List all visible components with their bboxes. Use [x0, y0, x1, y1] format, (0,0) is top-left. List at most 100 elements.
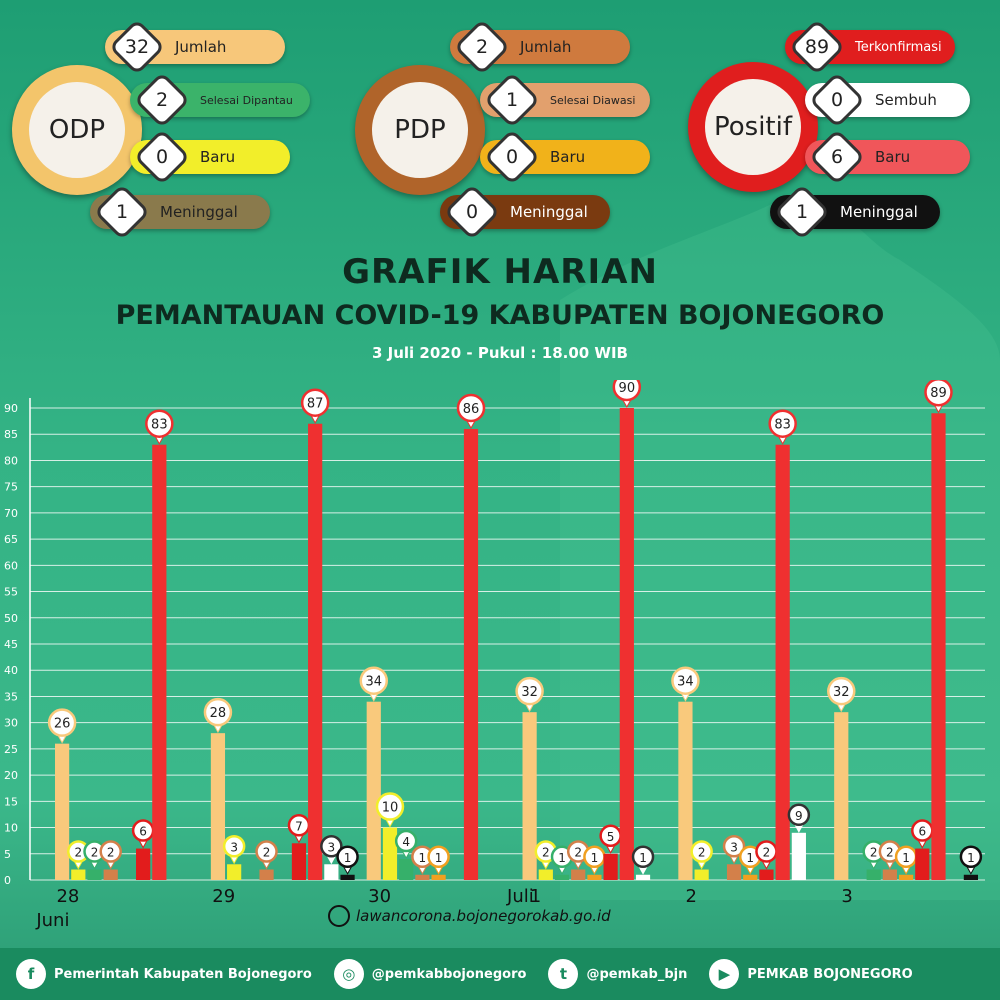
twitter-icon: t: [548, 959, 579, 989]
positif-baru-pill: 6 Baru: [805, 128, 970, 186]
data-label-bubble: [222, 835, 246, 858]
positif-baru-label: Baru: [875, 148, 911, 166]
data-label: 9: [795, 809, 803, 823]
bar: [308, 423, 323, 880]
data-label: 2: [763, 846, 771, 860]
data-label: 83: [774, 418, 791, 433]
y-tick-label: 85: [4, 428, 18, 441]
data-label: 26: [54, 717, 71, 732]
odp-jumlah-pill: 32 Jumlah: [105, 18, 285, 76]
bar: [103, 869, 118, 880]
pdp-jumlah-value: 2: [475, 36, 489, 58]
data-label-bubble: [300, 388, 330, 417]
x-tick-label: 30: [368, 886, 391, 907]
y-tick-label: 25: [4, 743, 18, 756]
footer-facebook[interactable]: f Pemerintah Kabupaten Bojonegoro: [16, 959, 312, 989]
data-label: 83: [151, 418, 168, 433]
bar: [678, 701, 693, 880]
odp-baru-value: 0: [155, 146, 169, 168]
x-month-label: Juni: [35, 910, 69, 931]
bar: [759, 869, 774, 880]
data-label: 5: [607, 830, 615, 844]
data-label-bubble: [336, 845, 359, 869]
facebook-icon: f: [16, 959, 46, 989]
footer-twitter-text: @pemkab_bjn: [586, 966, 688, 982]
positif-ring: Positif: [688, 62, 818, 192]
bar: [775, 444, 790, 880]
y-tick-label: 35: [4, 690, 18, 703]
positif-meninggal-value: 1: [795, 201, 809, 223]
bar: [210, 733, 226, 880]
footer-twitter[interactable]: t @pemkab_bjn: [548, 959, 687, 989]
y-tick-label: 75: [4, 481, 18, 494]
data-label: 87: [307, 397, 324, 412]
data-label: 2: [698, 846, 706, 860]
bar: [291, 843, 307, 880]
data-label-bubble: [99, 840, 122, 863]
positif-baru-value: 6: [830, 146, 844, 168]
positif-sembuh-value: 0: [830, 89, 844, 111]
footer-youtube[interactable]: ▶ PEMKAB BOJONEGORO: [709, 959, 913, 989]
pdp-ring: PDP: [355, 65, 485, 195]
bar: [87, 869, 102, 880]
data-label: 34: [365, 675, 382, 690]
data-label: 10: [382, 801, 399, 816]
odp-baru-label: Baru: [200, 148, 236, 166]
bar: [431, 874, 446, 880]
data-label-bubble: [203, 697, 233, 727]
y-tick-label: 80: [4, 454, 18, 467]
bar: [324, 864, 339, 880]
data-label-bubble: [515, 676, 544, 706]
y-tick-label: 90: [4, 402, 18, 415]
data-label: 90: [619, 381, 636, 396]
y-tick-label: 0: [4, 874, 11, 887]
data-label-bubble: [456, 393, 486, 423]
odp-selesai-pill: 2 Selesai Dipantau: [130, 71, 310, 129]
data-label: 3: [730, 840, 738, 854]
positif-meninggal-pill: 1 Meninggal: [770, 183, 940, 241]
positif-card: Positif 89 Terkonfirmasi 0 Sembuh 6 Baru…: [680, 0, 1000, 250]
data-label-bubble: [359, 666, 389, 695]
data-label: 86: [463, 402, 480, 417]
pdp-baru-pill: 0 Baru: [480, 128, 650, 186]
y-tick-label: 60: [4, 559, 18, 572]
data-label: 2: [107, 846, 115, 860]
y-tick-label: 55: [4, 586, 18, 599]
bar: [834, 712, 849, 880]
footer-facebook-text: Pemerintah Kabupaten Bojonegoro: [54, 966, 312, 982]
data-label: 1: [419, 851, 427, 865]
odp-ring: ODP: [12, 65, 142, 195]
chart-subtitle: PEMANTAUAN COVID-19 KABUPATEN BOJONEGORO: [115, 300, 885, 331]
data-label-bubble: [671, 666, 700, 695]
data-label: 2: [542, 846, 550, 860]
y-tick-label: 45: [4, 638, 18, 651]
data-label: 2: [886, 846, 894, 860]
x-tick-label: 2: [686, 886, 697, 907]
website-link[interactable]: lawancorona.bojonegorokab.go.id: [328, 905, 611, 927]
data-label: 2: [263, 846, 271, 860]
bar: [694, 869, 709, 880]
bar: [554, 874, 570, 880]
footer-instagram-text: @pemkabbojonegoro: [371, 966, 527, 982]
odp-jumlah-label: Jumlah: [175, 38, 227, 56]
bar: [463, 428, 479, 880]
pdp-label: PDP: [372, 82, 468, 178]
chart-date: 3 Juli 2020 - Pukul : 18.00 WIB: [372, 344, 628, 362]
odp-label: ODP: [29, 82, 125, 178]
bar: [915, 848, 930, 880]
bar: [898, 874, 914, 880]
positif-sembuh-label: Sembuh: [875, 91, 937, 109]
data-label-bubble: [631, 845, 655, 869]
y-tick-label: 70: [4, 507, 18, 520]
footer-instagram[interactable]: ◎ @pemkabbojonegoro: [333, 959, 527, 989]
bar: [136, 848, 151, 880]
odp-selesai-label: Selesai Dipantau: [200, 93, 293, 107]
pdp-meninggal-value: 0: [465, 201, 479, 223]
bar: [931, 413, 946, 880]
pdp-jumlah-pill: 2 Jumlah: [450, 18, 630, 76]
bar: [227, 864, 242, 880]
data-label: 1: [591, 851, 599, 865]
positif-terkonfirmasi-value: 89: [804, 36, 830, 58]
bar: [382, 827, 398, 880]
x-tick-label: 1: [530, 886, 541, 907]
